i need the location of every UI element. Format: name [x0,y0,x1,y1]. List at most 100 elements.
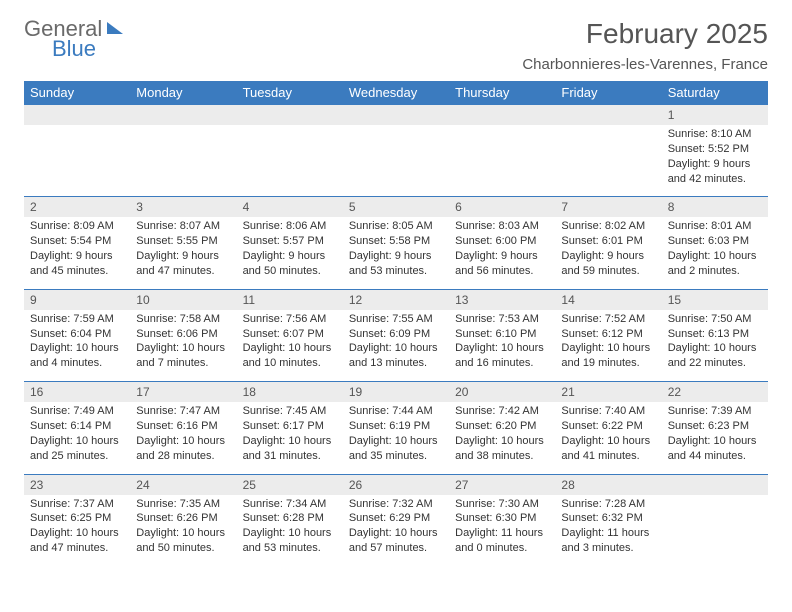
day2-text: and 0 minutes. [455,541,549,556]
day2-text: and 47 minutes. [30,541,124,556]
date-number: 19 [343,382,449,403]
date-number [555,105,661,126]
day-cell: Sunrise: 8:02 AMSunset: 6:01 PMDaylight:… [555,217,661,289]
day-cell [24,125,130,197]
day-cell: Sunrise: 7:49 AMSunset: 6:14 PMDaylight:… [24,402,130,474]
sunrise-text: Sunrise: 8:01 AM [668,219,762,234]
day1-text: Daylight: 9 hours [243,249,337,264]
sunrise-text: Sunrise: 7:30 AM [455,497,549,512]
day2-text: and 2 minutes. [668,264,762,279]
date-number [662,474,768,495]
day-cell: Sunrise: 7:56 AMSunset: 6:07 PMDaylight:… [237,310,343,382]
date-number: 5 [343,197,449,218]
day-cell: Sunrise: 7:55 AMSunset: 6:09 PMDaylight:… [343,310,449,382]
day-header: Monday [130,81,236,105]
sunrise-text: Sunrise: 7:59 AM [30,312,124,327]
day-cell: Sunrise: 7:30 AMSunset: 6:30 PMDaylight:… [449,495,555,566]
sunset-text: Sunset: 6:04 PM [30,327,124,342]
day2-text: and 50 minutes. [243,264,337,279]
day-header: Tuesday [237,81,343,105]
day2-text: and 45 minutes. [30,264,124,279]
date-number: 26 [343,474,449,495]
date-number-row: 2345678 [24,197,768,218]
day-cell [449,125,555,197]
day1-text: Daylight: 10 hours [668,341,762,356]
day1-text: Daylight: 9 hours [668,157,762,172]
date-number: 20 [449,382,555,403]
day-detail-row: Sunrise: 7:37 AMSunset: 6:25 PMDaylight:… [24,495,768,566]
sunrise-text: Sunrise: 8:10 AM [668,127,762,142]
day-cell: Sunrise: 7:40 AMSunset: 6:22 PMDaylight:… [555,402,661,474]
date-number: 23 [24,474,130,495]
day2-text: and 50 minutes. [136,541,230,556]
sunrise-text: Sunrise: 7:44 AM [349,404,443,419]
title-block: February 2025 Charbonnieres-les-Varennes… [522,18,768,73]
date-number: 21 [555,382,661,403]
sunset-text: Sunset: 6:30 PM [455,511,549,526]
sunrise-text: Sunrise: 7:52 AM [561,312,655,327]
day-header: Friday [555,81,661,105]
day1-text: Daylight: 10 hours [136,341,230,356]
date-number: 10 [130,289,236,310]
sunset-text: Sunset: 6:06 PM [136,327,230,342]
day-cell: Sunrise: 7:45 AMSunset: 6:17 PMDaylight:… [237,402,343,474]
sunset-text: Sunset: 6:09 PM [349,327,443,342]
sunrise-text: Sunrise: 8:06 AM [243,219,337,234]
sunset-text: Sunset: 6:22 PM [561,419,655,434]
day-cell: Sunrise: 7:32 AMSunset: 6:29 PMDaylight:… [343,495,449,566]
day-cell: Sunrise: 7:28 AMSunset: 6:32 PMDaylight:… [555,495,661,566]
day1-text: Daylight: 10 hours [30,434,124,449]
day1-text: Daylight: 9 hours [30,249,124,264]
brand-triangle-icon [107,22,123,34]
day-cell: Sunrise: 7:53 AMSunset: 6:10 PMDaylight:… [449,310,555,382]
day1-text: Daylight: 10 hours [561,341,655,356]
day1-text: Daylight: 9 hours [349,249,443,264]
sunrise-text: Sunrise: 7:58 AM [136,312,230,327]
day-header: Saturday [662,81,768,105]
day2-text: and 35 minutes. [349,449,443,464]
sunrise-text: Sunrise: 7:50 AM [668,312,762,327]
brand-line2: Blue [52,36,123,62]
date-number: 24 [130,474,236,495]
day1-text: Daylight: 9 hours [561,249,655,264]
day1-text: Daylight: 9 hours [136,249,230,264]
day2-text: and 25 minutes. [30,449,124,464]
day-cell: Sunrise: 7:52 AMSunset: 6:12 PMDaylight:… [555,310,661,382]
day-cell: Sunrise: 7:59 AMSunset: 6:04 PMDaylight:… [24,310,130,382]
day2-text: and 47 minutes. [136,264,230,279]
date-number: 1 [662,105,768,126]
day2-text: and 38 minutes. [455,449,549,464]
date-number: 2 [24,197,130,218]
date-number: 11 [237,289,343,310]
day1-text: Daylight: 11 hours [561,526,655,541]
sunset-text: Sunset: 6:13 PM [668,327,762,342]
day2-text: and 56 minutes. [455,264,549,279]
day-cell: Sunrise: 7:39 AMSunset: 6:23 PMDaylight:… [662,402,768,474]
date-number: 16 [24,382,130,403]
date-number-row: 16171819202122 [24,382,768,403]
day-cell: Sunrise: 7:35 AMSunset: 6:26 PMDaylight:… [130,495,236,566]
date-number-row: 9101112131415 [24,289,768,310]
day-cell: Sunrise: 8:03 AMSunset: 6:00 PMDaylight:… [449,217,555,289]
date-number: 27 [449,474,555,495]
day2-text: and 22 minutes. [668,356,762,371]
day1-text: Daylight: 10 hours [243,434,337,449]
day-cell: Sunrise: 8:05 AMSunset: 5:58 PMDaylight:… [343,217,449,289]
sunrise-text: Sunrise: 7:28 AM [561,497,655,512]
day2-text: and 3 minutes. [561,541,655,556]
date-number: 18 [237,382,343,403]
sunrise-text: Sunrise: 7:56 AM [243,312,337,327]
month-title: February 2025 [522,18,768,50]
day-detail-row: Sunrise: 8:09 AMSunset: 5:54 PMDaylight:… [24,217,768,289]
sunset-text: Sunset: 6:17 PM [243,419,337,434]
day-cell: Sunrise: 8:06 AMSunset: 5:57 PMDaylight:… [237,217,343,289]
sunset-text: Sunset: 6:29 PM [349,511,443,526]
day1-text: Daylight: 11 hours [455,526,549,541]
day-cell: Sunrise: 7:34 AMSunset: 6:28 PMDaylight:… [237,495,343,566]
sunset-text: Sunset: 6:00 PM [455,234,549,249]
sunrise-text: Sunrise: 7:34 AM [243,497,337,512]
day1-text: Daylight: 9 hours [455,249,549,264]
date-number [24,105,130,126]
day-cell: Sunrise: 7:50 AMSunset: 6:13 PMDaylight:… [662,310,768,382]
sunset-text: Sunset: 6:03 PM [668,234,762,249]
